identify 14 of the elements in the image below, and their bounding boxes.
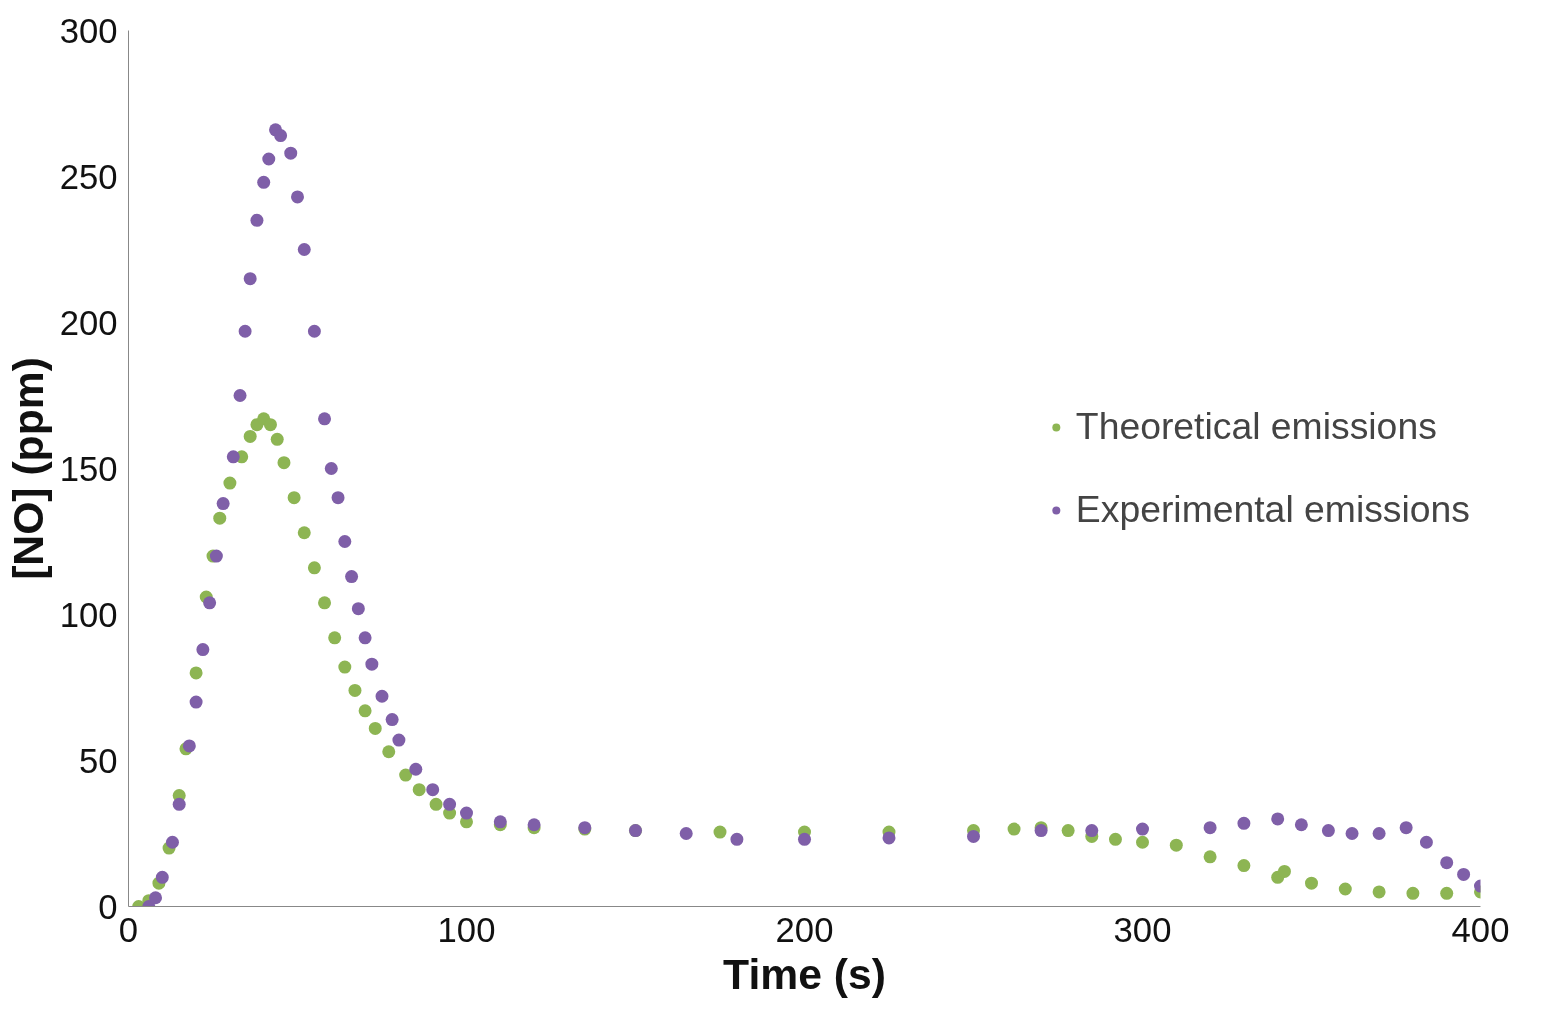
y-axis-title: [NO] (ppm) xyxy=(3,357,52,580)
x-axis-title: Time (s) xyxy=(723,949,886,998)
x-tick-label: 400 xyxy=(1451,910,1510,949)
x-tick-label: 100 xyxy=(437,910,496,949)
x-tick-label: 300 xyxy=(1113,910,1172,949)
y-tick-label: 300 xyxy=(59,11,118,50)
y-tick-label: 250 xyxy=(59,157,118,196)
y-tick-label: 200 xyxy=(59,303,118,342)
y-tick-label: 150 xyxy=(59,449,118,488)
legend-label: Theoretical emissions xyxy=(1075,405,1437,448)
x-tick-label: 200 xyxy=(775,910,834,949)
y-tick-label: 100 xyxy=(59,595,118,634)
legend-label: Experimental emissions xyxy=(1075,488,1470,531)
y-tick-label: 50 xyxy=(78,741,118,780)
